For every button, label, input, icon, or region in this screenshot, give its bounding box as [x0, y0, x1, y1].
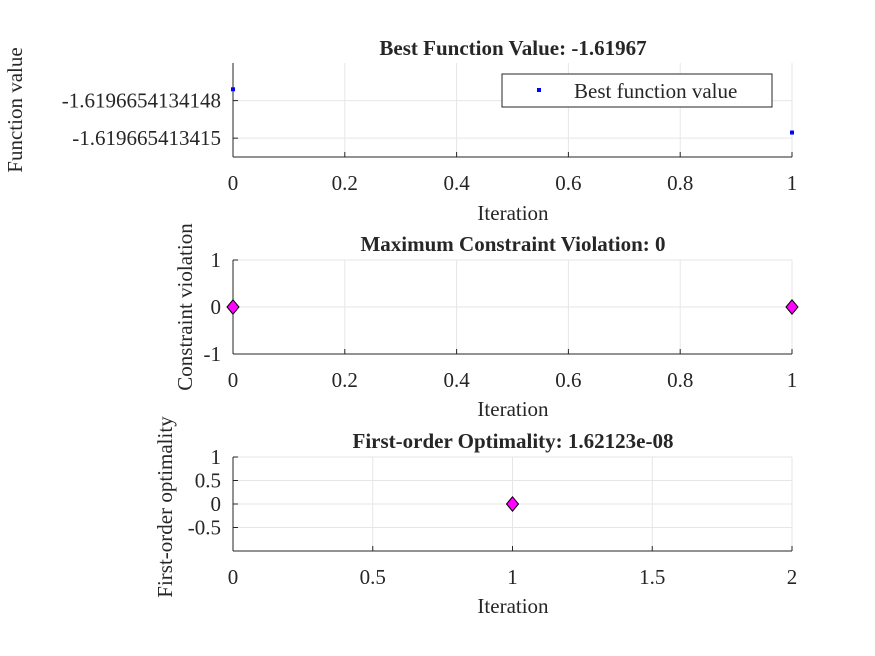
x-tick-label: 0.4: [443, 171, 470, 195]
legend-entry-label: Best function value: [574, 79, 737, 103]
legend-marker: [537, 88, 541, 92]
data-point-marker: [231, 87, 235, 92]
chart-title: First-order Optimality: 1.62123e-08: [353, 429, 674, 453]
chart-title: Best Function Value: -1.61967: [379, 36, 646, 60]
x-tick-label: 1: [507, 565, 518, 589]
y-tick-label: -0.5: [188, 516, 221, 540]
x-tick-label: 0.2: [332, 171, 358, 195]
x-tick-label: 0.4: [443, 368, 470, 392]
x-axis-label: Iteration: [477, 397, 549, 421]
y-tick-label: -1.619665413415: [72, 126, 221, 150]
x-axis-label: Iteration: [477, 594, 549, 618]
x-tick-label: 0.5: [360, 565, 386, 589]
data-point-diamond: [505, 496, 520, 512]
x-tick-label: 0.2: [332, 368, 358, 392]
x-tick-label: 0.8: [667, 368, 693, 392]
y-tick-label: -1.6196654134148: [62, 89, 221, 113]
y-tick-label: 0: [211, 492, 222, 516]
y-axis-label: Constraint violation: [173, 223, 197, 391]
y-tick-label: -1: [204, 342, 222, 366]
x-tick-label: 0: [228, 171, 239, 195]
x-tick-label: 0.8: [667, 171, 693, 195]
legend: Best function value: [501, 73, 773, 108]
x-tick-label: 0.6: [555, 368, 581, 392]
x-tick-label: 2: [787, 565, 798, 589]
x-tick-label: 1: [787, 171, 798, 195]
data-point-diamond: [785, 299, 799, 315]
y-tick-label: 1: [211, 248, 222, 272]
legend-box: [501, 73, 773, 108]
x-tick-label: 1: [787, 368, 798, 392]
y-tick-label: 0: [211, 295, 222, 319]
x-tick-label: 0: [228, 565, 239, 589]
y-axis-label: Function value: [3, 47, 27, 172]
x-tick-label: 0.6: [555, 171, 581, 195]
data-point-marker: [790, 130, 794, 135]
y-tick-label: 0.5: [195, 469, 221, 493]
x-tick-label: 1.5: [639, 565, 665, 589]
data-point-diamond: [226, 299, 240, 315]
chart-title: Maximum Constraint Violation: 0: [360, 232, 665, 256]
x-tick-label: 0: [228, 368, 239, 392]
x-axis-label: Iteration: [477, 201, 549, 225]
subplot-1: 0 0.2 0.4 0.6 0.8 1 -1.619665413415 -1.61966541…: [3, 36, 797, 225]
y-axis-label: First-order optimality: [153, 416, 177, 598]
y-tick-label: 1: [211, 445, 222, 469]
